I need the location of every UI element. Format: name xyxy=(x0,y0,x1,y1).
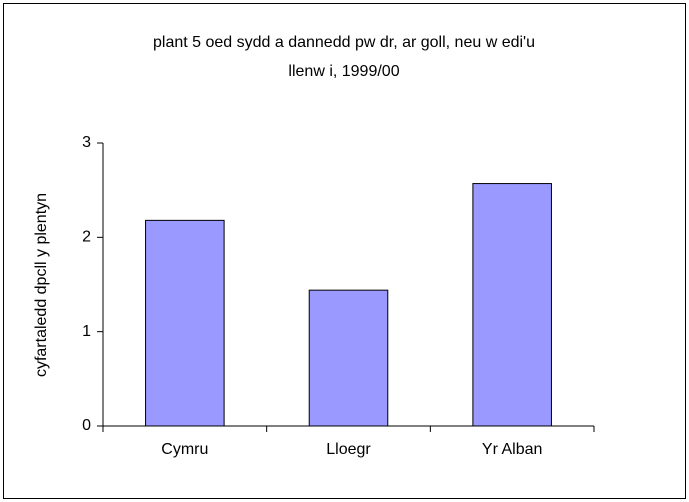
x-tick-label: Lloegr xyxy=(326,441,371,458)
bar xyxy=(145,219,225,427)
chart-title: plant 5 oed sydd a dannedd pw dr, ar gol… xyxy=(153,34,535,51)
chart-title: llenw i, 1999/00 xyxy=(288,63,399,80)
bar xyxy=(472,183,552,427)
y-axis-label: cyfartaledd dpcll y plentyn xyxy=(33,193,50,377)
y-tick-label: 2 xyxy=(82,229,91,246)
y-tick-label: 1 xyxy=(82,323,91,340)
y-tick-label: 3 xyxy=(82,134,91,151)
bar xyxy=(308,289,389,427)
y-tick-label: 0 xyxy=(82,417,91,434)
x-tick-label: Cymru xyxy=(161,441,208,458)
x-tick-label: Yr Alban xyxy=(482,441,542,458)
